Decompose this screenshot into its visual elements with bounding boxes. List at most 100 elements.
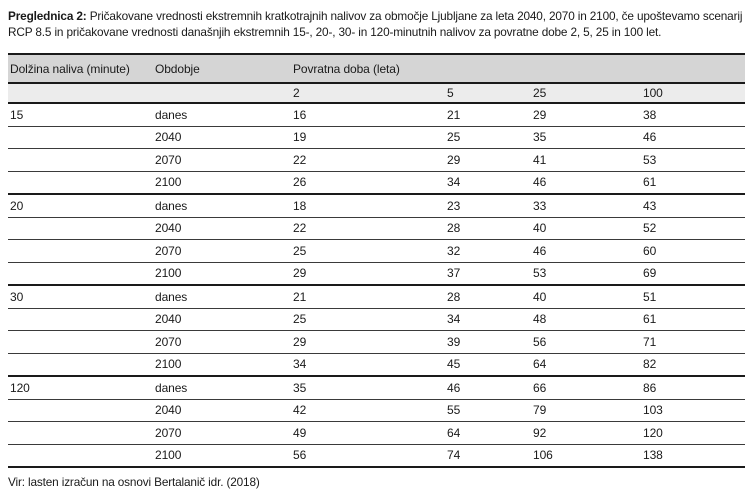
period-cell: 2040 xyxy=(153,399,291,422)
value-cell: 49 xyxy=(291,421,445,445)
table-row: 2100 34 45 64 82 xyxy=(8,353,746,377)
value-cell: 29 xyxy=(445,148,531,172)
value-cell: 60 xyxy=(641,239,746,263)
duration-cell: 20 xyxy=(8,193,153,218)
value-cell: 66 xyxy=(531,375,641,400)
table-row: 2070 22 29 41 53 xyxy=(8,148,746,172)
value-cell: 106 xyxy=(531,444,641,468)
table-row: 20 danes 18 23 33 43 xyxy=(8,193,746,218)
value-cell: 64 xyxy=(445,421,531,445)
period-cell: 2070 xyxy=(153,239,291,263)
caption-text: Pričakovane vrednosti ekstremnih kratkot… xyxy=(8,9,743,39)
value-cell: 29 xyxy=(291,262,445,286)
duration-cell xyxy=(8,444,153,468)
value-cell: 29 xyxy=(291,330,445,354)
value-cell: 46 xyxy=(531,171,641,195)
duration-cell xyxy=(8,421,153,445)
header-row-main: Dolžina naliva (minute) Obdobje Povratna… xyxy=(8,53,746,84)
table-row: 30 danes 21 28 40 51 xyxy=(8,284,746,309)
value-cell: 46 xyxy=(445,375,531,400)
value-cell: 52 xyxy=(641,217,746,240)
table-row: 2100 26 34 46 61 xyxy=(8,171,746,195)
period-cell: 2100 xyxy=(153,353,291,377)
value-cell: 86 xyxy=(641,375,746,400)
value-cell: 19 xyxy=(291,126,445,149)
source-note: Vir: lasten izračun na osnovi Bertalanič… xyxy=(8,475,260,489)
value-cell: 37 xyxy=(445,262,531,286)
table-body: 15 danes 16 21 29 38 2040 19 25 35 46 2070 22 29 41 53 2… xyxy=(8,102,746,468)
duration-cell xyxy=(8,399,153,422)
value-cell: 120 xyxy=(641,421,746,445)
col-header-period: Obdobje xyxy=(153,53,291,84)
value-cell: 40 xyxy=(531,217,641,240)
table-row: 2040 22 28 40 52 xyxy=(8,217,746,240)
table-row: 2100 29 37 53 69 xyxy=(8,262,746,286)
value-cell: 138 xyxy=(641,444,746,468)
value-cell: 74 xyxy=(445,444,531,468)
table-row: 2070 29 39 56 71 xyxy=(8,330,746,354)
period-cell: 2070 xyxy=(153,421,291,445)
table-caption: Preglednica 2: Pričakovane vrednosti eks… xyxy=(8,8,745,40)
period-cell: danes xyxy=(153,284,291,309)
period-cell: 2040 xyxy=(153,217,291,240)
table-row: 15 danes 16 21 29 38 xyxy=(8,102,746,127)
value-cell: 22 xyxy=(291,217,445,240)
value-cell: 55 xyxy=(445,399,531,422)
table-row: 2040 25 34 48 61 xyxy=(8,308,746,331)
value-cell: 40 xyxy=(531,284,641,309)
empty-header-cell xyxy=(153,83,291,104)
value-cell: 56 xyxy=(531,330,641,354)
value-cell: 25 xyxy=(291,308,445,331)
return-period-2-header: 2 xyxy=(291,83,445,104)
header-row-subcolumns: 2 5 25 100 xyxy=(8,83,746,104)
value-cell: 34 xyxy=(291,353,445,377)
period-cell: 2100 xyxy=(153,171,291,195)
period-cell: 2070 xyxy=(153,330,291,354)
duration-cell xyxy=(8,171,153,195)
table-row: 2070 25 32 46 60 xyxy=(8,239,746,263)
value-cell: 42 xyxy=(291,399,445,422)
value-cell: 16 xyxy=(291,102,445,127)
value-cell: 18 xyxy=(291,193,445,218)
value-cell: 25 xyxy=(291,239,445,263)
value-cell: 34 xyxy=(445,171,531,195)
rainfall-table: Dolžina naliva (minute) Obdobje Povratna… xyxy=(8,53,746,468)
value-cell: 51 xyxy=(641,284,746,309)
value-cell: 38 xyxy=(641,102,746,127)
duration-cell: 30 xyxy=(8,284,153,309)
value-cell: 21 xyxy=(445,102,531,127)
period-cell: danes xyxy=(153,193,291,218)
value-cell: 48 xyxy=(531,308,641,331)
return-period-100-header: 100 xyxy=(641,83,746,104)
table-header: Dolžina naliva (minute) Obdobje Povratna… xyxy=(8,53,746,104)
value-cell: 32 xyxy=(445,239,531,263)
value-cell: 33 xyxy=(531,193,641,218)
table-row: 2040 42 55 79 103 xyxy=(8,399,746,422)
value-cell: 82 xyxy=(641,353,746,377)
value-cell: 71 xyxy=(641,330,746,354)
period-cell: 2100 xyxy=(153,444,291,468)
value-cell: 28 xyxy=(445,284,531,309)
value-cell: 29 xyxy=(531,102,641,127)
value-cell: 35 xyxy=(531,126,641,149)
period-cell: 2100 xyxy=(153,262,291,286)
table-row: 2040 19 25 35 46 xyxy=(8,126,746,149)
value-cell: 21 xyxy=(291,284,445,309)
value-cell: 92 xyxy=(531,421,641,445)
duration-cell xyxy=(8,353,153,377)
value-cell: 46 xyxy=(531,239,641,263)
duration-cell xyxy=(8,148,153,172)
return-period-5-header: 5 xyxy=(445,83,531,104)
value-cell: 26 xyxy=(291,171,445,195)
value-cell: 34 xyxy=(445,308,531,331)
caption-label: Preglednica 2: xyxy=(8,9,87,23)
col-header-return-period: Povratna doba (leta) xyxy=(291,53,746,84)
value-cell: 45 xyxy=(445,353,531,377)
duration-cell: 120 xyxy=(8,375,153,400)
value-cell: 22 xyxy=(291,148,445,172)
value-cell: 61 xyxy=(641,308,746,331)
duration-cell xyxy=(8,308,153,331)
duration-cell xyxy=(8,330,153,354)
value-cell: 43 xyxy=(641,193,746,218)
